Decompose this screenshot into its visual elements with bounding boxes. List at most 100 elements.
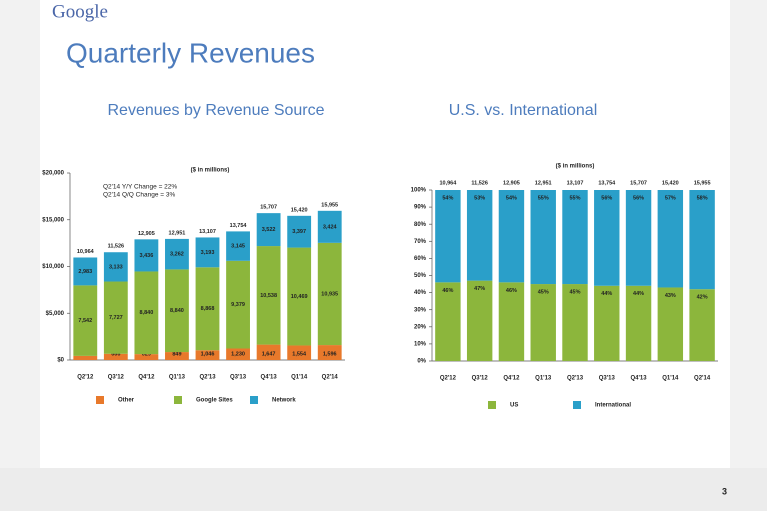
- value-label: 3,436: [140, 253, 154, 259]
- y-tick-label: $20,000: [42, 171, 64, 177]
- value-label: 43%: [665, 293, 676, 299]
- value-label: 58%: [697, 195, 708, 201]
- total-label: 15,955: [321, 202, 338, 208]
- value-label: 3,193: [201, 250, 215, 256]
- x-tick-label: Q1'13: [169, 375, 186, 381]
- value-label: 44%: [633, 291, 644, 297]
- x-tick-label: Q2'13: [199, 375, 216, 381]
- value-label: 42%: [697, 295, 708, 301]
- bar-segment: [530, 190, 556, 285]
- x-tick-label: Q1'14: [662, 376, 679, 382]
- y-tick-label: 100%: [411, 188, 427, 194]
- bar-segment: [287, 247, 312, 346]
- legend-swatch: [573, 401, 581, 409]
- value-label: 54%: [506, 195, 517, 201]
- total-label: 13,107: [199, 229, 216, 235]
- x-tick-label: Q2'12: [440, 376, 457, 382]
- bar-segment: [287, 345, 312, 360]
- value-label: 3,133: [109, 264, 123, 270]
- x-tick-label: Q4'12: [503, 376, 520, 382]
- value-label: 57%: [665, 195, 676, 201]
- legend-swatch: [96, 396, 104, 404]
- bar-segment: [195, 267, 220, 351]
- value-label: 45%: [538, 290, 549, 296]
- total-label: 15,955: [694, 180, 711, 186]
- value-label: 3,424: [323, 224, 338, 230]
- total-label: 13,107: [567, 180, 584, 186]
- bar-segment: [317, 345, 342, 360]
- value-label: 1,230: [231, 351, 245, 357]
- legend-label: Google Sites: [196, 398, 233, 404]
- value-label: 54%: [442, 195, 453, 201]
- bar-segment: [594, 285, 620, 361]
- bar-segment: [256, 213, 281, 247]
- y-tick-label: 50%: [414, 273, 427, 279]
- bar-segment: [530, 284, 556, 361]
- value-label: 1,596: [323, 351, 337, 357]
- legend-swatch: [174, 396, 182, 404]
- value-label: 849: [172, 351, 181, 357]
- total-label: 11,526: [471, 180, 488, 186]
- bar-segment: [73, 285, 98, 356]
- bar-segment: [689, 190, 715, 290]
- bar-segment: [226, 348, 250, 360]
- logo: Google: [52, 1, 108, 22]
- value-label: 7,727: [109, 315, 123, 321]
- x-tick-label: Q1'13: [535, 376, 552, 382]
- bar-segment: [498, 190, 525, 283]
- bar-segment: [657, 190, 684, 288]
- value-label: 53%: [474, 195, 485, 201]
- annotation: Q2'14 Y/Y Change = 22%: [103, 184, 177, 191]
- x-tick-label: Q4'13: [631, 376, 648, 382]
- legend-label: International: [595, 403, 631, 409]
- bar-segment: [562, 284, 588, 361]
- y-tick-label: 60%: [414, 256, 427, 262]
- total-label: 12,951: [535, 180, 552, 186]
- unit-note: ($ in millions): [191, 168, 230, 174]
- value-label: 55%: [569, 195, 580, 201]
- y-tick-label: 20%: [414, 324, 427, 330]
- bar-segment: [103, 353, 128, 360]
- value-label: 1,554: [292, 351, 307, 357]
- bar-segment: [134, 354, 159, 360]
- legend-swatch: [250, 396, 258, 404]
- bar-segment: [256, 344, 281, 360]
- total-label: 10,964: [439, 180, 457, 186]
- y-tick-label: 40%: [414, 290, 427, 296]
- bar-segment: [689, 289, 715, 361]
- value-label: 1,046: [201, 351, 215, 357]
- bar-segment: [594, 190, 620, 286]
- value-label: 3,262: [170, 252, 184, 258]
- value-label: 629: [142, 351, 151, 357]
- y-tick-label: 30%: [414, 307, 427, 313]
- bar-segment: [625, 285, 652, 361]
- x-tick-label: Q1'14: [291, 375, 308, 381]
- bar-segment: [256, 246, 281, 345]
- total-label: 12,951: [169, 230, 186, 236]
- total-label: 15,707: [630, 180, 647, 186]
- bar-segment: [435, 190, 461, 283]
- value-label: 7,542: [78, 318, 92, 324]
- value-label: 8,840: [170, 308, 184, 314]
- total-label: 15,420: [662, 180, 679, 186]
- bar-segment: [317, 242, 342, 346]
- y-tick-label: $10,000: [42, 264, 64, 270]
- bar-segment: [317, 210, 342, 243]
- y-tick-label: 70%: [414, 239, 427, 245]
- total-label: 10,964: [77, 249, 95, 255]
- bar-segment: [498, 282, 525, 361]
- value-label: 3,522: [262, 227, 276, 233]
- x-tick-label: Q3'12: [108, 375, 125, 381]
- total-label: 15,707: [260, 205, 277, 211]
- bar-segment: [435, 282, 461, 361]
- bar-segment: [625, 190, 652, 286]
- bar-segment: [657, 287, 684, 361]
- slide-title: Quarterly Revenues: [66, 37, 315, 68]
- value-label: 46%: [442, 288, 453, 294]
- total-label: 13,754: [230, 223, 248, 229]
- value-label: 666: [111, 351, 120, 357]
- value-label: 9,379: [231, 302, 245, 308]
- value-label: 46%: [506, 288, 517, 294]
- total-label: 12,905: [503, 180, 520, 186]
